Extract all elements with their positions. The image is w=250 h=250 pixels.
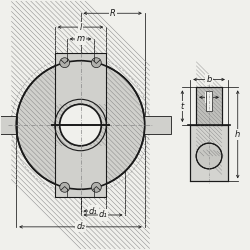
Circle shape: [60, 104, 101, 146]
Bar: [55, 53, 106, 104]
Circle shape: [60, 104, 101, 146]
Circle shape: [16, 61, 145, 189]
Bar: [144, 116, 172, 134]
Text: R: R: [110, 9, 116, 18]
Text: m: m: [76, 34, 84, 43]
Text: b: b: [206, 75, 212, 84]
Bar: [190, 125, 228, 181]
Bar: [206, 92, 212, 111]
Text: G: G: [206, 93, 212, 102]
Bar: [0, 116, 17, 134]
Text: d₂: d₂: [76, 222, 85, 231]
Circle shape: [60, 58, 70, 68]
Text: t: t: [181, 102, 184, 111]
Circle shape: [92, 58, 101, 68]
Text: l: l: [79, 22, 82, 32]
Circle shape: [92, 182, 101, 192]
Text: h: h: [235, 130, 240, 139]
Circle shape: [196, 143, 222, 169]
Bar: [196, 88, 222, 125]
Text: d₁: d₁: [98, 210, 107, 220]
Bar: [55, 146, 106, 197]
Circle shape: [60, 182, 70, 192]
Text: d₁: d₁: [89, 206, 98, 216]
